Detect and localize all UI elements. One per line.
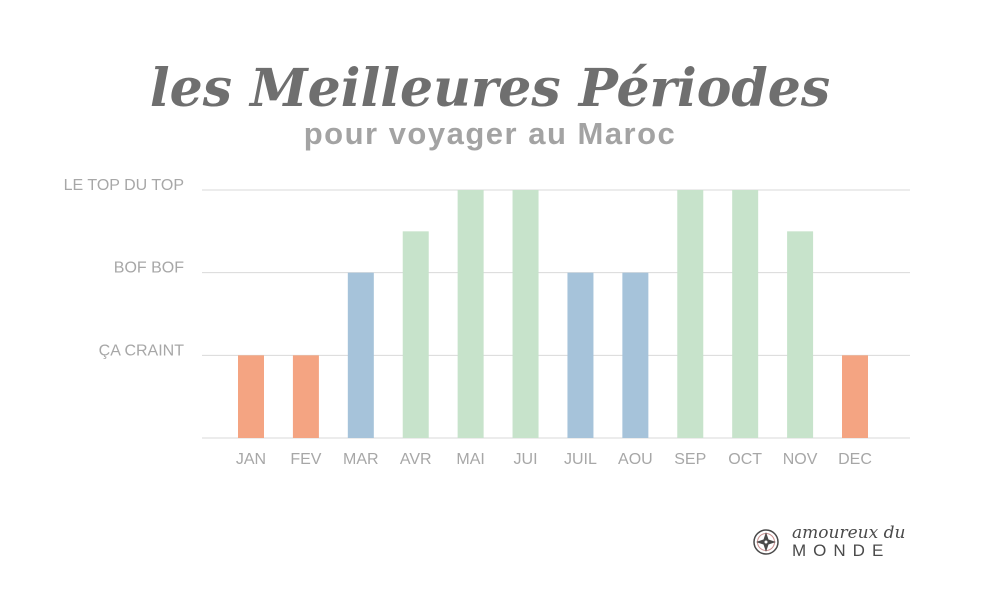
brand-name-line1: amoureux du — [792, 523, 905, 543]
x-tick-label: AOU — [618, 451, 653, 468]
compass-star-icon — [753, 529, 779, 555]
bar-nov — [787, 231, 814, 438]
x-tick-label: MAI — [456, 451, 484, 468]
bar-juil — [567, 272, 594, 438]
chart-subtitle: pour voyager au Maroc — [304, 116, 677, 151]
bar-jan — [238, 355, 264, 438]
bar-sep — [677, 190, 704, 438]
bar-avr — [402, 231, 429, 438]
y-tick-label: ÇA CRAINT — [99, 342, 185, 359]
bar-jui — [512, 190, 539, 438]
x-tick-label: NOV — [783, 451, 818, 468]
y-tick-label: LE TOP DU TOP — [64, 177, 184, 194]
bars — [238, 190, 868, 438]
x-tick-label: JAN — [236, 451, 266, 468]
bar-mai — [457, 190, 484, 438]
bar-aou — [622, 272, 649, 438]
x-tick-label: FEV — [290, 451, 321, 468]
brand-name-line2: MONDE — [792, 541, 890, 560]
y-axis-labels: ÇA CRAINT BOF BOF LE TOP DU TOP — [64, 177, 185, 359]
x-tick-label: MAR — [343, 451, 379, 468]
x-axis-labels: JAN FEV MAR AVR MAI JUI JUIL AOU SEP OCT NOV DEC — [236, 451, 872, 468]
x-tick-label: SEP — [674, 451, 706, 468]
brand-logo: amoureux du MONDE — [753, 523, 905, 560]
chart-title: les Meilleures Périodes — [150, 58, 830, 119]
bar-fev — [292, 355, 319, 438]
x-tick-label: JUIL — [564, 451, 597, 468]
bar-dec — [842, 355, 868, 438]
x-tick-label: DEC — [838, 451, 872, 468]
bar-oct — [732, 190, 759, 438]
x-tick-label: OCT — [728, 451, 762, 468]
x-tick-label: JUI — [514, 451, 538, 468]
x-tick-label: AVR — [400, 451, 432, 468]
y-tick-label: BOF BOF — [114, 260, 184, 277]
bar-mar — [347, 272, 374, 438]
